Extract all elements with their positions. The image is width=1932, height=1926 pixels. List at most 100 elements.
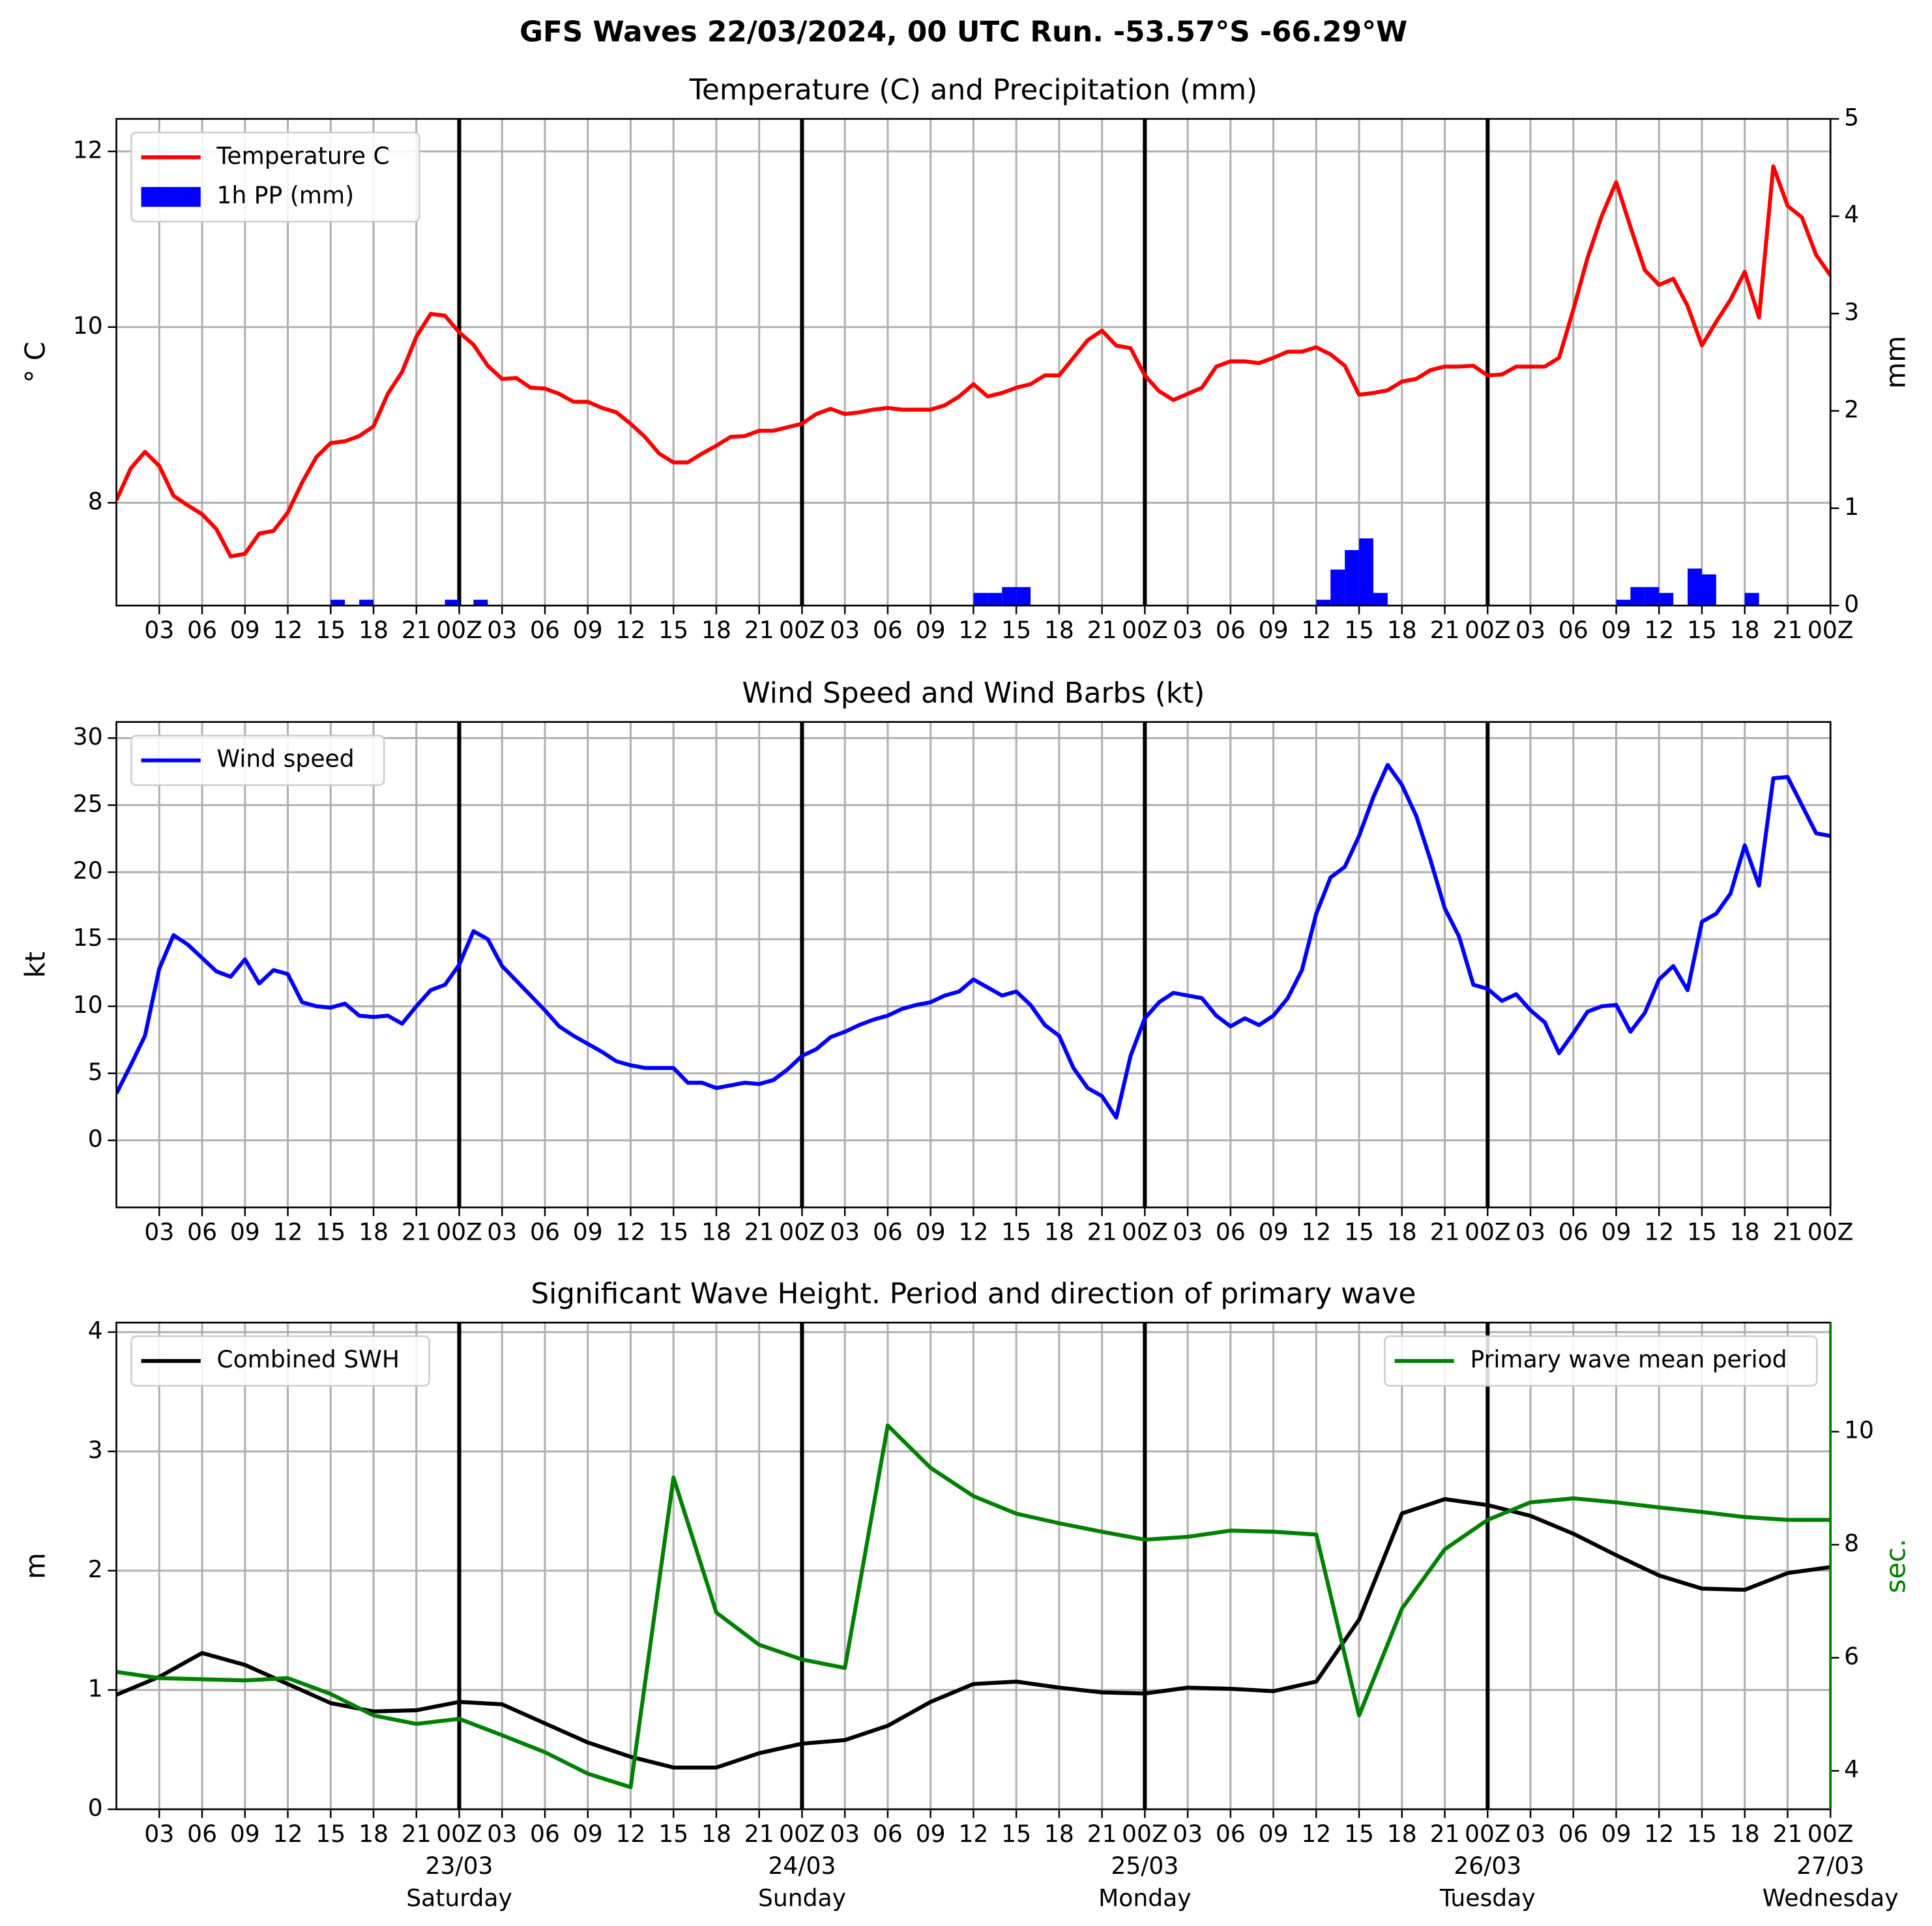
x-tick-label: 12 [273,1218,303,1246]
x-tick-label: 06 [187,1218,217,1246]
precip-bar [1359,538,1373,606]
x-tick-label: 00Z [1122,617,1168,644]
x-tick-label: 09 [1259,1218,1289,1246]
y-tick-label: 5 [88,1058,103,1086]
precip-bar [1616,600,1631,606]
legend-box [130,735,385,786]
x-tick-label: 09 [1602,1218,1632,1246]
x-tick-label: 15 [1001,1218,1031,1246]
x-tick-label: 15 [315,1218,345,1246]
x-tick-label: 03 [1173,1820,1203,1848]
x-tick-label: 12 [273,617,303,644]
x-tick-label: 06 [1559,1218,1588,1246]
precip-bar [1630,587,1645,606]
x-tick-label: 03 [1515,1218,1545,1246]
x-tick-label: 03 [487,1820,517,1848]
x-tick-label: 00Z [1808,617,1854,644]
x-tick-label: 18 [1044,617,1074,644]
series-line [116,164,1831,559]
y-tick-label: 10 [73,312,103,340]
x-tick-label: 03 [1515,617,1545,644]
x-tick-label: 00Z [1465,1820,1511,1848]
plot-frame [115,721,1832,1208]
series-line [116,763,1831,1120]
x-tick-label: 09 [573,617,603,644]
x-tick-label: 12 [1644,1820,1674,1848]
day-weekday-label: Tuesday [1439,1885,1536,1912]
x-tick-label: 00Z [1465,617,1511,644]
y2-tick-label: 4 [1844,201,1859,229]
day-weekday-label: Saturday [406,1885,512,1912]
subplot: Significant Wave Height. Period and dire… [20,1277,1912,1912]
x-tick-label: 03 [144,1820,174,1848]
x-tick-label: 15 [1687,617,1717,644]
x-tick-label: 06 [1216,1820,1246,1848]
x-tick-label: 12 [616,1218,646,1246]
legend-swatch [141,186,201,207]
x-tick-label: 15 [1687,1820,1717,1848]
x-tick-label: 21 [1430,1820,1460,1848]
day-date-label: 27/03 [1796,1852,1864,1880]
day-weekday-label: Sunday [758,1885,846,1912]
y-tick-label: 1 [88,1675,103,1702]
x-tick-label: 21 [1430,1218,1460,1246]
precip-bar [1330,569,1345,606]
plot-frame [115,118,1832,607]
y-axis-label: m [20,1553,51,1579]
x-tick-label: 21 [744,1820,774,1848]
chart-title: Significant Wave Height. Period and dire… [531,1277,1416,1310]
x-tick-label: 21 [1087,1218,1117,1246]
legend: Wind speed [130,735,385,786]
x-tick-label: 09 [1602,617,1632,644]
x-tick-label: 00Z [1465,1218,1511,1246]
chart-title: Temperature (C) and Precipitation (mm) [689,74,1257,107]
x-tick-label: 15 [658,1820,688,1848]
x-tick-label: 00Z [1808,1218,1854,1246]
x-tick-label: 00Z [1808,1820,1854,1848]
x-tick-label: 06 [1216,1218,1246,1246]
x-tick-label: 18 [1730,1218,1760,1246]
x-tick-label: 18 [701,1218,731,1246]
y2-tick-label: 1 [1844,493,1859,521]
x-tick-label: 06 [530,1820,560,1848]
x-tick-label: 21 [1087,1820,1117,1848]
x-tick-label: 09 [1602,1820,1632,1848]
x-tick-label: 03 [487,617,517,644]
legend: Temperature C 1h PP (mm) [130,132,420,223]
y-axis-label: ° C [20,342,51,383]
y-tick-label: 10 [73,991,103,1019]
y2-axis-label: mm [1879,336,1911,388]
x-tick-label: 09 [230,1218,260,1246]
x-tick-label: 03 [487,1218,517,1246]
x-tick-label: 09 [1259,1820,1289,1848]
day-date-label: 24/03 [768,1852,836,1880]
y-tick-label: 3 [88,1437,103,1464]
x-tick-label: 21 [1430,617,1460,644]
x-tick-label: 03 [144,617,174,644]
x-tick-label: 12 [1301,617,1331,644]
x-tick-label: 00Z [436,1820,482,1848]
x-tick-label: 15 [658,617,688,644]
figure-title: GFS Waves 22/03/2024, 00 UTC Run. -53.57… [520,15,1407,48]
x-tick-label: 06 [530,617,560,644]
y2-tick-label: 2 [1844,396,1859,423]
x-tick-label: 21 [1087,617,1117,644]
legend-box [1384,1335,1818,1387]
x-tick-label: 00Z [1122,1218,1168,1246]
x-tick-label: 18 [1387,1218,1417,1246]
x-tick-label: 12 [1644,617,1674,644]
x-tick-label: 21 [744,617,774,644]
precip-bar [1345,549,1360,606]
y-tick-label: 30 [73,723,103,750]
precip-bar [1373,592,1388,606]
x-tick-label: 06 [873,617,903,644]
x-tick-label: 18 [701,1820,731,1848]
x-tick-label: 12 [958,1218,988,1246]
y-tick-label: 12 [73,136,103,164]
x-tick-label: 15 [1001,617,1031,644]
y-tick-label: 0 [88,1126,103,1153]
x-tick-label: 12 [273,1820,303,1848]
precip-bar [1002,587,1017,606]
